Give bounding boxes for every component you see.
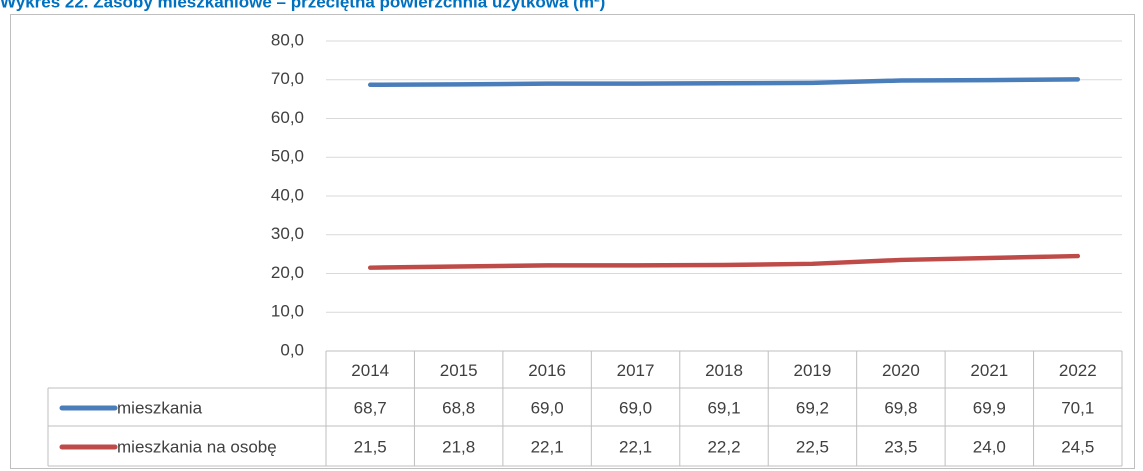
y-tick-label: 30,0 (271, 224, 304, 243)
x-tick-label: 2017 (617, 361, 655, 380)
x-tick-label: 2015 (440, 361, 478, 380)
table-value: 21,8 (442, 437, 475, 456)
series-line (367, 253, 1081, 270)
y-tick-label: 50,0 (271, 147, 304, 166)
y-tick-label: 20,0 (271, 263, 304, 282)
table-value: 69,0 (531, 398, 564, 417)
table-value: 22,2 (707, 437, 740, 456)
table-value: 68,8 (442, 398, 475, 417)
y-tick-label: 0,0 (280, 340, 304, 359)
table-value: 23,5 (884, 437, 917, 456)
x-tick-label: 2014 (351, 361, 389, 380)
chart-title: Wykres 22. Zasoby mieszkaniowe – przecię… (0, 0, 605, 11)
table-value: 24,0 (973, 437, 1006, 456)
table-value: 22,1 (531, 437, 564, 456)
table-value: 69,2 (796, 398, 829, 417)
x-tick-label: 2021 (970, 361, 1008, 380)
y-tick-label: 70,0 (271, 69, 304, 88)
x-tick-label: 2016 (528, 361, 566, 380)
y-tick-label: 10,0 (271, 302, 304, 321)
table-value: 22,5 (796, 437, 829, 456)
table-value: 21,5 (354, 437, 387, 456)
table-value: 69,1 (707, 398, 740, 417)
x-tick-label: 2020 (882, 361, 920, 380)
x-tick-label: 2018 (705, 361, 743, 380)
y-tick-label: 40,0 (271, 185, 304, 204)
series-line (367, 77, 1081, 88)
x-tick-label: 2019 (794, 361, 832, 380)
legend-label: mieszkania (117, 398, 203, 417)
y-tick-label: 80,0 (271, 30, 304, 49)
legend-label: mieszkania na osobę (117, 437, 277, 456)
x-tick-label: 2022 (1059, 361, 1097, 380)
table-value: 68,7 (354, 398, 387, 417)
table-value: 70,1 (1061, 398, 1094, 417)
table-value: 69,0 (619, 398, 652, 417)
table-value: 69,8 (884, 398, 917, 417)
table-value: 22,1 (619, 437, 652, 456)
y-tick-label: 60,0 (271, 108, 304, 127)
chart-frame (10, 14, 1135, 469)
table-value: 69,9 (973, 398, 1006, 417)
table-value: 24,5 (1061, 437, 1094, 456)
